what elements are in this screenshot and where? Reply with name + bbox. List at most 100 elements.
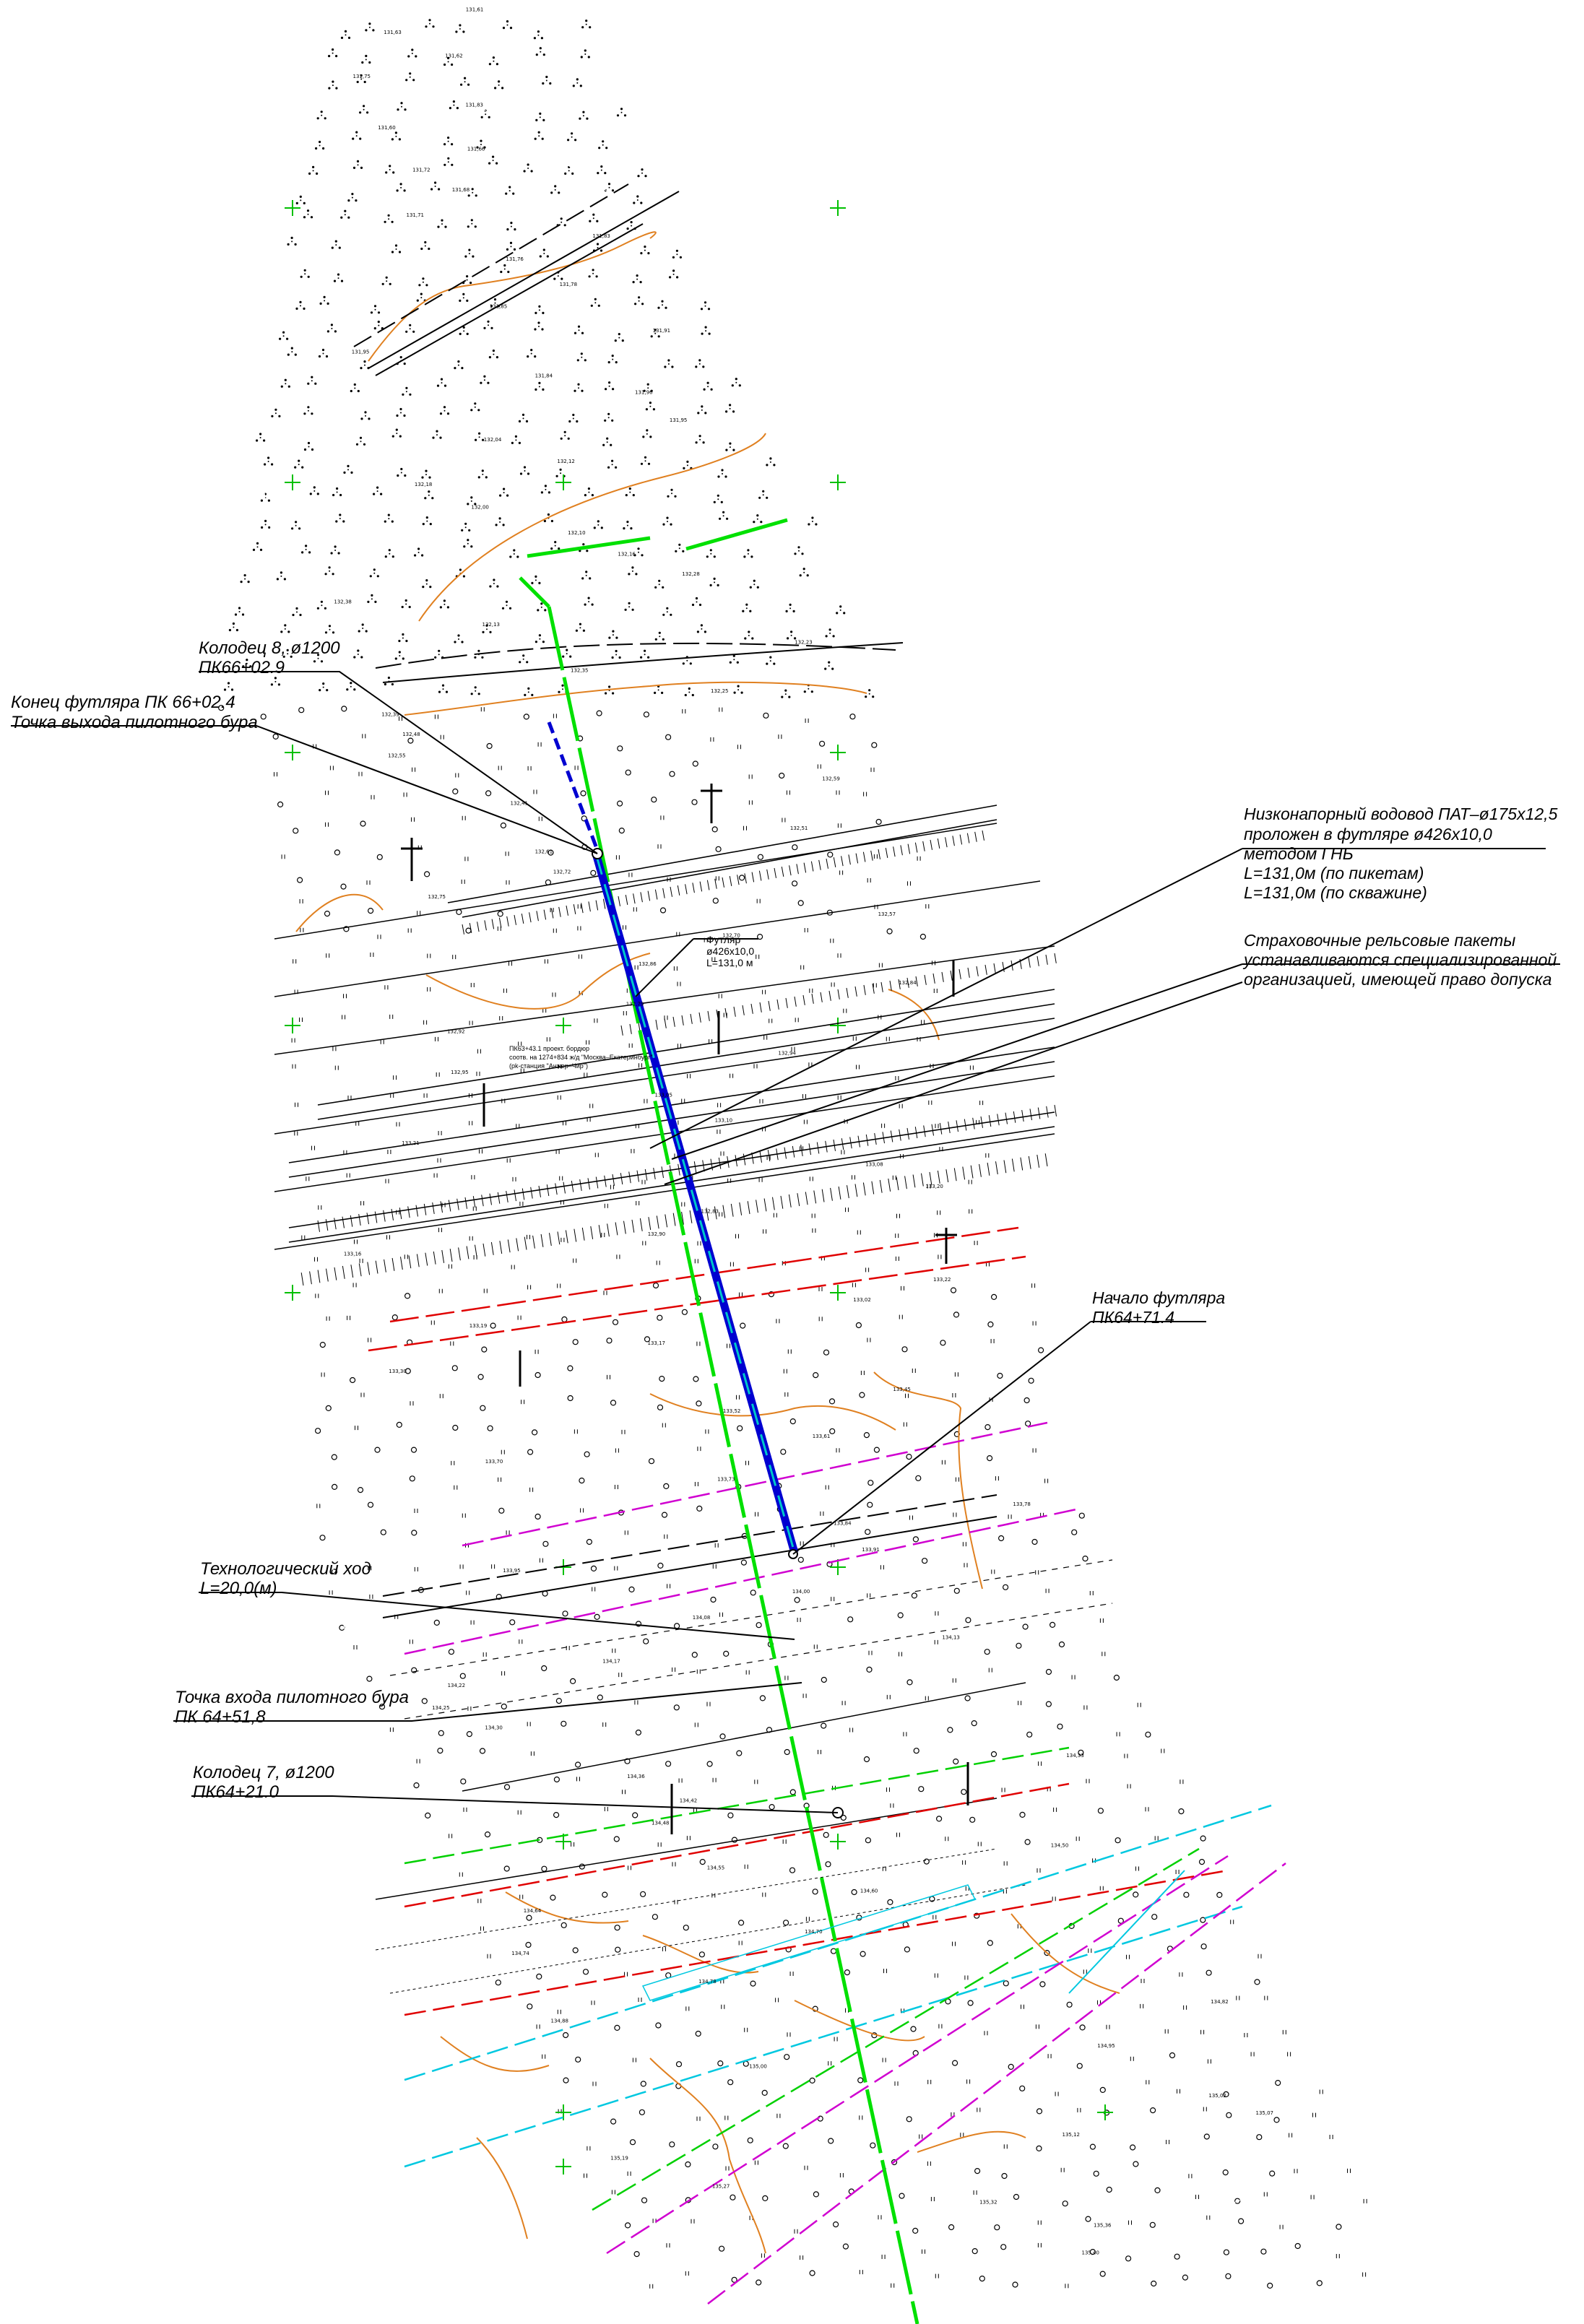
elevation-mark: 134,42 xyxy=(680,1798,698,1804)
elevation-mark: 133,19 xyxy=(469,1323,488,1329)
survey-boundary xyxy=(238,14,1416,2319)
elevation-mark: 132,35 xyxy=(571,668,589,674)
callout-rails-line-3: организацией, имеющей право допуска xyxy=(1244,970,1551,989)
elevation-mark: 131,63 xyxy=(384,30,402,35)
elevation-mark: 133,02 xyxy=(853,1297,871,1303)
rail-station-note: ПК63+43.1 проект. бордюр соотв. на 1274+… xyxy=(509,1045,653,1070)
elevation-mark: 131,62 xyxy=(445,53,463,59)
callout-pipeline-line-4: L=131,0м (по пикетам) xyxy=(1244,864,1424,883)
elevation-mark: 132,84 xyxy=(899,980,917,986)
elevation-mark: 131,84 xyxy=(535,373,553,379)
elevation-mark: 132,72 xyxy=(553,869,571,875)
elevation-mark: 133,20 xyxy=(925,1184,943,1189)
elevation-mark: 132,13 xyxy=(482,622,501,628)
elevation-mark: 134,64 xyxy=(524,1908,542,1914)
elevation-mark: 133,78 xyxy=(1013,1501,1031,1507)
callout-well8-line-2: ПК66+02.9 xyxy=(199,658,285,677)
elevation-mark: 133,21 xyxy=(402,1140,420,1146)
elevation-mark: 134,08 xyxy=(693,1615,711,1621)
casing-pipe xyxy=(547,721,799,1554)
casing-note-line-2: ø426х10,0 xyxy=(706,945,754,957)
utility-lines xyxy=(274,183,1113,1994)
elevation-mark: 134,17 xyxy=(602,1659,620,1665)
elevation-labels: 131,61 131,63 131,62 131,75 131,83 131,60 131,… xyxy=(334,6,1273,2255)
elevation-mark: 135,40 xyxy=(1082,2250,1100,2255)
elevation-mark: 133,45 xyxy=(893,1387,911,1392)
elevation-mark: 132,95 xyxy=(451,1070,469,1075)
elevation-mark: 133,84 xyxy=(834,1521,852,1527)
casing-note-line-1: Футляр xyxy=(706,934,740,945)
callout-tech-pass-line-1: Технологический ход xyxy=(200,1559,371,1579)
elevation-mark: 134,74 xyxy=(511,1951,529,1956)
elevation-mark: 133,22 xyxy=(933,1277,951,1283)
elevation-mark: 132,83 xyxy=(701,1209,719,1215)
elevation-mark: 134,48 xyxy=(652,1821,670,1826)
elevation-mark: 132,10 xyxy=(568,530,586,536)
elevation-mark: 133,73 xyxy=(717,1476,735,1482)
elevation-mark: 135,00 xyxy=(749,2063,767,2069)
elevation-mark: 132,18 xyxy=(415,482,433,487)
rail-station-line-2: соотв. на 1274+834 ж/д "Москва–Екатеринб… xyxy=(509,1054,653,1061)
elevation-mark: 133,05 xyxy=(655,1093,673,1098)
elevation-mark: 132,00 xyxy=(471,505,489,511)
rail-station-line-1: ПК63+43.1 проект. бордюр xyxy=(509,1045,589,1052)
elevation-mark: 131,78 xyxy=(560,282,578,287)
elevation-mark: 135,36 xyxy=(1094,2223,1112,2229)
callout-well8-line-1: Колодец 8, ø1200 xyxy=(199,638,340,658)
terrain-contours xyxy=(295,231,1120,2254)
cable-lines xyxy=(368,1226,1286,2305)
callout-pipeline-line-2: проложен в футляре ø426х10,0 xyxy=(1244,825,1492,844)
elevation-mark: 132,12 xyxy=(557,459,575,464)
elevation-mark: 131,68 xyxy=(452,187,470,193)
elevation-mark: 132,38 xyxy=(334,599,352,604)
casing-note-line-3: L=131,0 м xyxy=(706,957,753,968)
callout-casing-start-line-1: Начало футляра xyxy=(1092,1288,1225,1307)
elevation-mark: 135,27 xyxy=(712,2183,730,2189)
elevation-mark: 134,55 xyxy=(707,1865,725,1870)
elevation-mark: 132,51 xyxy=(790,825,808,831)
elevation-mark: 132,94 xyxy=(778,1051,796,1057)
callout-well7-line-2: ПК64+21.0 xyxy=(193,1782,280,1802)
elevation-mark: 131,96 xyxy=(635,390,653,396)
elevation-mark: 132,59 xyxy=(822,776,840,781)
callout-pipeline-line-5: L=131,0м (по скважине) xyxy=(1244,883,1427,902)
elevation-mark: 131,85 xyxy=(490,304,508,310)
elevation-mark: 132,70 xyxy=(722,933,740,939)
elevation-mark: 132,92 xyxy=(447,1029,465,1035)
railway-tracks xyxy=(288,805,1057,1286)
elevation-mark: 133,08 xyxy=(865,1161,883,1167)
elevation-mark: 131,95 xyxy=(352,349,370,355)
elevation-mark: 135,02 xyxy=(1208,2093,1226,2099)
elevation-mark: 134,50 xyxy=(1051,1843,1069,1849)
elevation-mark: 132,25 xyxy=(711,688,729,694)
coordinate-grid-crosses xyxy=(284,199,1114,2175)
elevation-mark: 134,88 xyxy=(551,2019,569,2024)
callout-leaders xyxy=(11,671,1560,1813)
elevation-mark: 133,10 xyxy=(715,1117,733,1123)
callout-entry-point-line-2: ПК 64+51,8 xyxy=(175,1707,266,1727)
elevation-mark: 131,83 xyxy=(466,103,484,108)
elevation-mark: 133,16 xyxy=(344,1252,362,1257)
elevation-mark: 134,25 xyxy=(432,1705,450,1711)
elevation-mark: 131,66 xyxy=(467,147,485,152)
elevation-mark: 132,04 xyxy=(484,437,502,443)
rail-station-line-3: (pk-станция "Анжер–Чир") xyxy=(509,1062,588,1070)
elevation-mark: 132,41 xyxy=(511,800,529,806)
elevation-mark: 131,72 xyxy=(412,167,430,173)
elevation-mark: 131,75 xyxy=(353,74,371,79)
elevation-mark: 132,16 xyxy=(618,551,636,557)
elevation-mark: 133,91 xyxy=(862,1547,880,1553)
elevation-mark: 132,61 xyxy=(535,849,553,854)
elevation-mark: 132,57 xyxy=(878,911,896,917)
callout-entry-point-line-1: Точка входа пилотного бура xyxy=(175,1688,409,1707)
casing-note: Футляр ø426х10,0 L=131,0 м xyxy=(706,934,754,968)
technological-pass xyxy=(641,1884,977,2001)
elevation-mark: 132,90 xyxy=(648,1231,666,1237)
elevation-mark: 131,71 xyxy=(407,212,425,218)
elevation-mark: 131,61 xyxy=(466,6,484,12)
elevation-mark: 133,52 xyxy=(723,1408,741,1414)
elevation-mark: 133,17 xyxy=(648,1340,666,1346)
elevation-mark: 132,75 xyxy=(428,894,446,900)
